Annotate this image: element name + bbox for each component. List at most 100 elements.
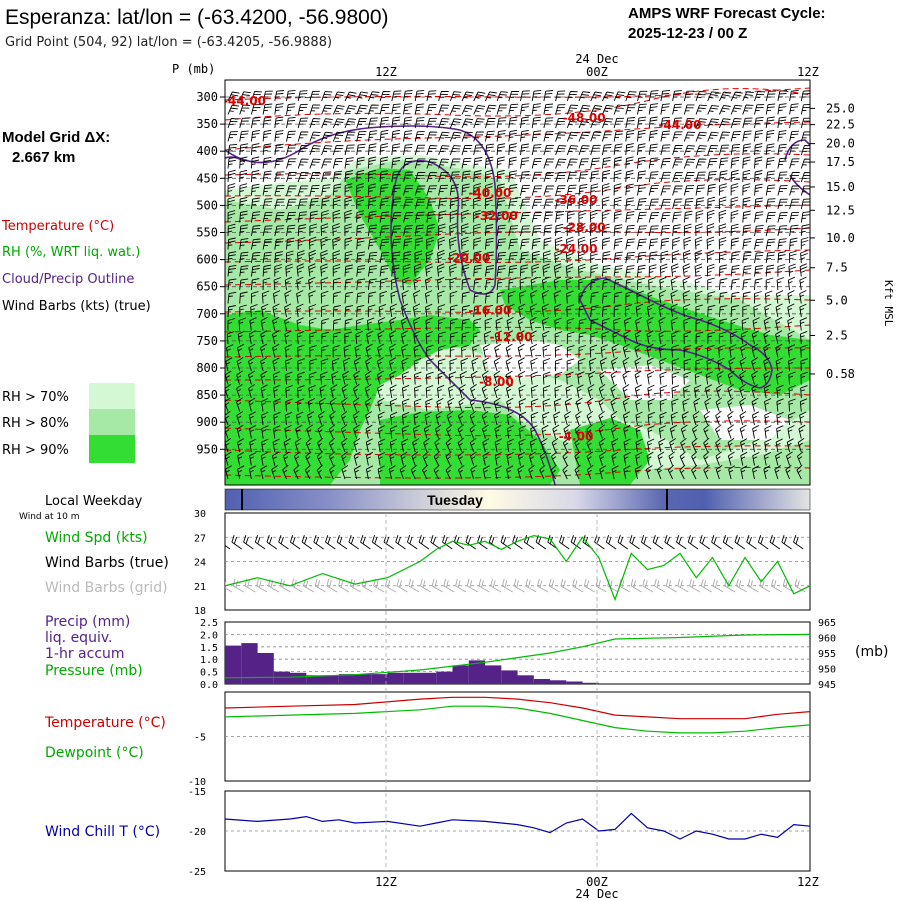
cross-section-wind-barb [787,330,795,345]
wc-tick-label: -20 [188,827,206,838]
cross-section-wind-barb [344,305,353,318]
cross-section-wind-barb [426,172,438,183]
cross-section-wind-barb [286,89,296,102]
cross-section-wind-barb [543,237,552,250]
cross-section-wind-barb [601,169,611,183]
cross-section-wind-barb [308,249,317,264]
cross-section-wind-barb [682,263,691,277]
cross-section-wind-barb [356,143,366,156]
cross-section-wind-barb [637,225,647,237]
cross-section-wind-barb [481,384,489,399]
cross-section-wind-barb [695,331,704,345]
cross-section-wind-barb [274,238,284,250]
cross-section-wind-barb [763,465,771,480]
cross-section-wind-barb [683,223,692,237]
isotherm-label: -36.00 [555,193,598,207]
cross-section-wind-barb [356,304,365,318]
cross-section-wind-barb [707,318,716,331]
cross-section-wind-barb [683,118,695,129]
cross-section-wind-barb [776,384,784,399]
cross-section-wind-barb [356,196,364,210]
cross-section-wind-barb [449,290,458,304]
cross-section-wind-barb [800,172,810,183]
cross-section-wind-barb [309,90,320,102]
grid-wind-barb [443,578,455,593]
legend-wind-chill: Wind Chill T (°C) [45,824,160,840]
cross-section-wind-barb [703,410,711,426]
cross-section-wind-barb [391,238,401,250]
precip-tick-label: 2.5 [200,618,218,629]
cross-section-wind-barb [227,183,236,196]
precip-bar [533,679,551,684]
cross-section-wind-barb [601,104,614,115]
cross-section-wind-barb [578,209,586,223]
cross-section-wind-barb [461,277,470,291]
bottom-tick-12z-b: 12Z [797,875,819,889]
cross-section-wind-barb [754,197,764,210]
cross-section-wind-barb [754,143,763,156]
cross-section-wind-barb [718,344,726,358]
cross-section-wind-barb [367,169,377,183]
cross-section-wind-barb [563,424,570,439]
cross-section-wind-barb [414,198,426,210]
cross-section-wind-barb [751,411,760,426]
legend-cloud-outline: Cloud/Precip Outline [2,272,134,287]
cross-section-wind-barb [660,116,670,129]
surface-wind-barb [406,535,418,550]
cross-section-wind-barb [660,250,669,264]
cross-section-wind-barb [414,385,422,399]
cross-section-wind-barb [437,290,445,304]
cross-section-wind-barb [321,184,331,196]
cross-section-wind-barb [682,276,690,291]
cross-section-wind-barb [494,438,502,453]
cross-section-wind-barb [590,318,599,331]
cross-section-wind-barb [470,384,477,399]
cross-section-wind-barb [225,465,232,480]
cross-section-wind-barb [622,357,630,372]
cross-section-wind-barb [635,451,643,466]
cross-section-wind-barb [555,185,566,196]
wind-tick-label: 21 [194,582,206,593]
cross-section-wind-barb [529,316,537,331]
cross-section-wind-barb [250,197,260,210]
cross-section-wind-barb [754,225,764,237]
cross-section-wind-barb [555,223,564,237]
cross-section-wind-barb [481,411,489,426]
precip-bar [338,674,356,684]
cross-section-wind-barb [658,330,666,345]
cross-section-wind-barb [542,398,550,412]
cross-section-wind-barb [613,291,623,304]
cross-section-wind-barb [789,158,800,169]
cross-section-wind-barb [564,411,571,426]
cross-section-wind-barb [625,211,635,223]
cross-section-wind-barb [309,223,318,236]
surface-wind-barb [225,537,231,550]
cross-section-wind-barb [272,316,280,331]
precip-bar [290,672,307,684]
cross-section-wind-barb [517,330,525,345]
cross-section-wind-barb [388,343,396,358]
cross-section-wind-barb [470,465,478,480]
cross-section-wind-barb [648,90,659,102]
cross-section-wind-barb [672,158,684,169]
cross-section-wind-barb [729,331,738,345]
cross-section-wind-barb [484,224,494,237]
cross-section-wind-barb [436,263,445,277]
cross-section-wind-barb [316,437,324,453]
surface-wind-barb [734,535,746,550]
cross-section-wind-barb [706,223,715,237]
cross-section-wind-barb [305,451,312,466]
cross-section-wind-barb [566,371,574,385]
cross-section-wind-barb [436,397,444,412]
cross-section-wind-barb [344,331,352,345]
cross-section-wind-barb [671,358,680,372]
cross-section-wind-barb [309,317,317,331]
cross-section-wind-barb [671,250,680,264]
cross-section-wind-barb [800,250,808,264]
cross-section-wind-barb [286,144,297,156]
cross-section-wind-barb [496,291,505,304]
grid-wind-barb [689,578,701,593]
cross-section-wind-barb [496,265,506,277]
cross-section-wind-barb [321,104,333,115]
precip-bar [322,675,339,684]
